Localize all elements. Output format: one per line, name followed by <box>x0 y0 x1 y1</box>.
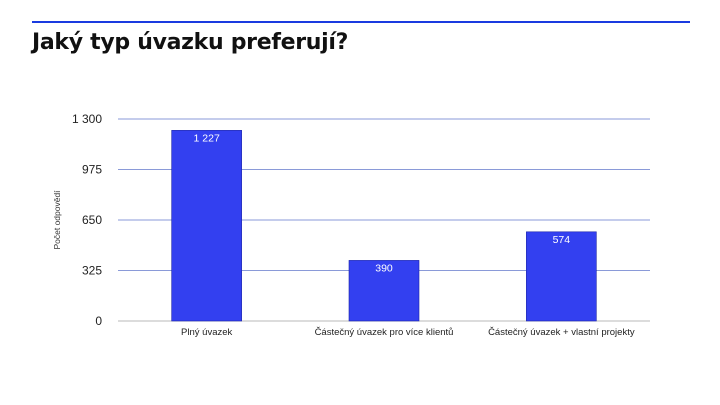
y-axis-ticks: 0 325 650 975 1 300 <box>72 112 102 328</box>
bar <box>171 130 242 322</box>
slide-title: Jaký typ úvazku preferují? <box>32 30 349 55</box>
bar-data-label: 574 <box>553 234 571 246</box>
x-tick-label: Částečný úvazek + vlastní projekty <box>488 327 635 338</box>
y-tick-label: 1 300 <box>72 112 102 126</box>
x-axis-ticks: Plný úvazek Částečný úvazek pro více klie… <box>181 327 635 338</box>
x-tick-label: Plný úvazek <box>181 327 232 338</box>
bar <box>348 260 420 322</box>
y-axis-label: Počet odpovědí <box>52 190 62 250</box>
x-tick-label: Částečný úvazek pro více klientů <box>315 327 454 338</box>
y-tick-label: 0 <box>95 314 102 328</box>
bar <box>526 231 597 322</box>
bars: 1 227 390 574 <box>171 130 597 322</box>
y-tick-label: 325 <box>82 264 102 278</box>
bar-data-label: 1 227 <box>194 132 220 144</box>
top-accent-rule <box>32 21 690 23</box>
y-tick-label: 650 <box>82 213 102 227</box>
bar-data-label: 390 <box>375 262 393 274</box>
y-tick-label: 975 <box>82 163 102 177</box>
